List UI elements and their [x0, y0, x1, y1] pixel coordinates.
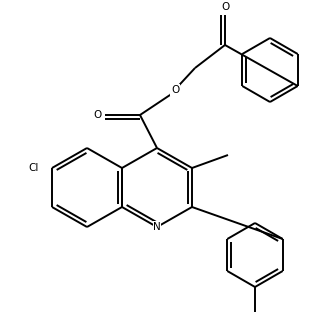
Text: O: O — [221, 2, 229, 12]
Text: Cl: Cl — [29, 163, 39, 173]
Text: O: O — [171, 85, 179, 95]
Text: O: O — [93, 110, 101, 120]
Text: N: N — [153, 222, 161, 232]
